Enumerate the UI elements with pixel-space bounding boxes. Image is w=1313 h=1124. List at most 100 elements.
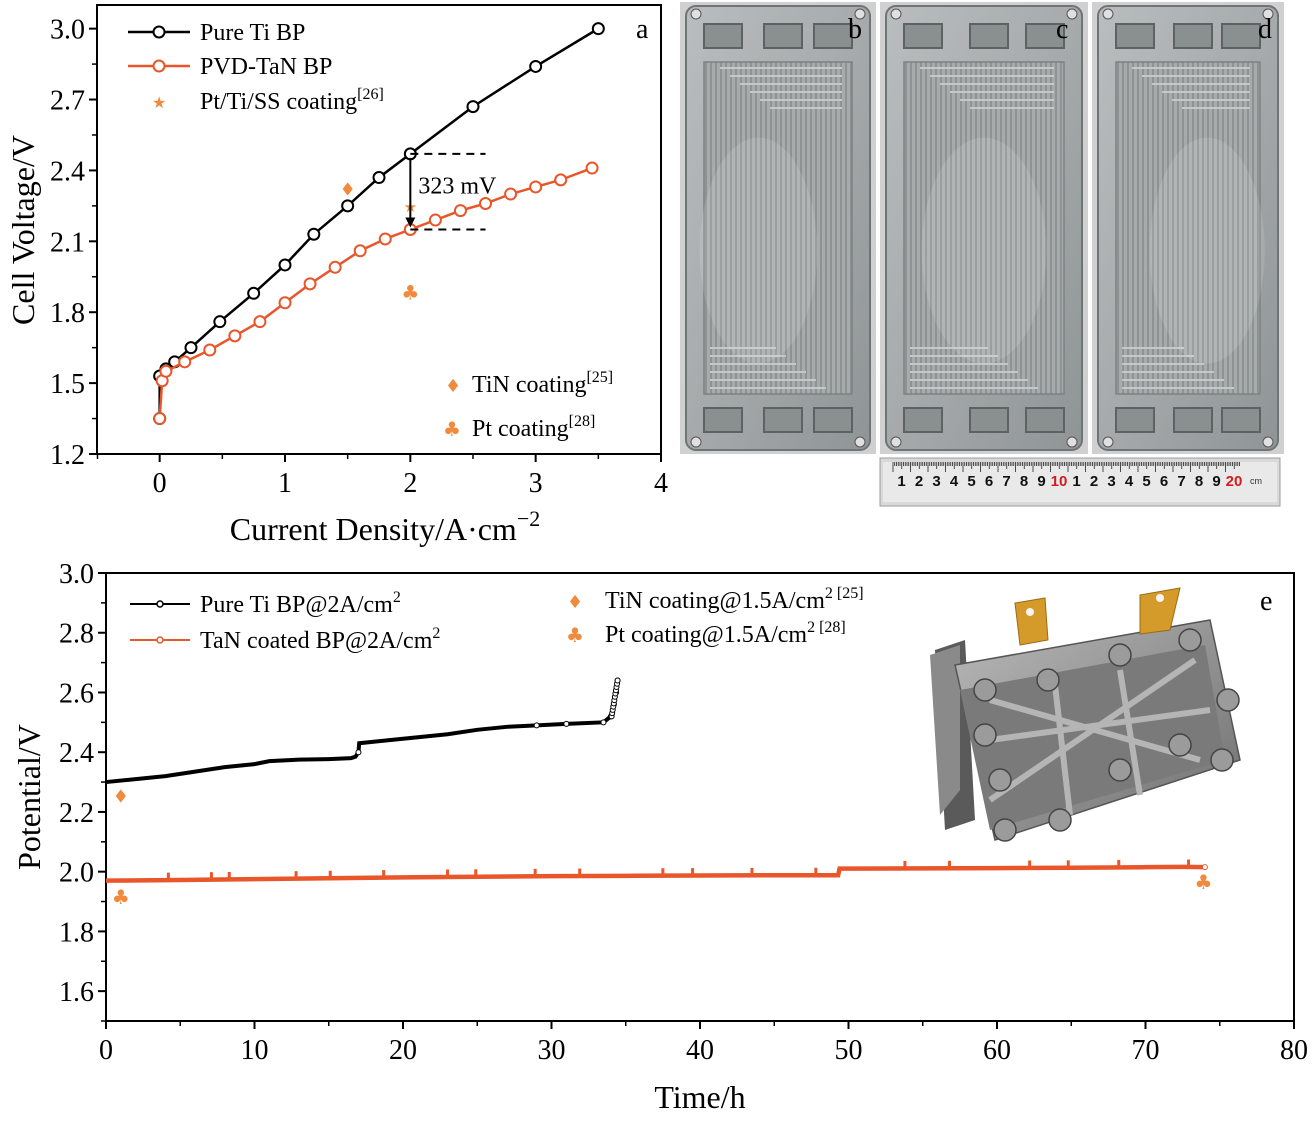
legend-e-pure-ti: Pure Ti BP@2A/cm2 bbox=[200, 589, 401, 618]
a-series-point-1 bbox=[353, 244, 367, 258]
bolt-icon bbox=[988, 768, 1012, 792]
legend-star-icon: ★ bbox=[152, 93, 166, 112]
a-series-point-0 bbox=[278, 258, 292, 272]
panel-e-ylabel: Potential/V bbox=[11, 724, 47, 870]
a-series-point-0 bbox=[213, 315, 227, 329]
bolt-icon bbox=[993, 818, 1017, 842]
panel-a-xlabel-sup: −2 bbox=[517, 506, 540, 531]
plate-sheen bbox=[699, 137, 818, 364]
plate-photo-b bbox=[680, 2, 876, 454]
plate-port bbox=[763, 407, 803, 433]
panel-e-axes: 0 10 20 30 40 50 60 70 80 1.6 1.8 2.0 2.2 2.4 2.6 2.8 3.… bbox=[59, 559, 1308, 1066]
plate-hole bbox=[1262, 8, 1274, 20]
a-series-point-1 bbox=[159, 364, 173, 378]
plate-port bbox=[703, 23, 743, 49]
ruler-number: 8 bbox=[1195, 473, 1203, 490]
ruler-number: 10 bbox=[1051, 473, 1068, 490]
ruler-number: 3 bbox=[932, 473, 940, 490]
ruler-number: 7 bbox=[1002, 473, 1010, 490]
plate-port bbox=[763, 23, 803, 49]
plate-port bbox=[1221, 23, 1261, 49]
e-series-point-0 bbox=[355, 749, 362, 756]
plate-port bbox=[813, 23, 853, 49]
panel-a-xlabel: Current Density/A·cm−2 bbox=[230, 506, 540, 547]
panel-e-legend: Pure Ti BP@2A/cm2 TaN coated BP@2A/cm2 ♦… bbox=[130, 585, 864, 654]
a-reference-point-2: ♣ bbox=[401, 280, 419, 304]
ruler-number: 5 bbox=[967, 473, 975, 490]
a-series-point-0 bbox=[307, 227, 321, 241]
a-series-point-0 bbox=[466, 100, 480, 114]
panel-a-frame bbox=[96, 4, 662, 455]
a-series-point-0 bbox=[372, 171, 386, 185]
a-series-point-0 bbox=[591, 22, 605, 36]
plate-hole bbox=[690, 8, 702, 20]
plate-hole bbox=[690, 436, 702, 448]
plate-photo-d bbox=[1092, 2, 1284, 454]
bolt-icon bbox=[1108, 758, 1132, 782]
a-series-point-0 bbox=[341, 199, 355, 213]
a-ytick-label: 3.0 bbox=[50, 15, 85, 46]
plate-port bbox=[813, 407, 853, 433]
a-series-point-1 bbox=[554, 173, 568, 187]
plate-hole bbox=[1262, 436, 1274, 448]
e-ytick-label: 1.6 bbox=[59, 977, 94, 1008]
bolt-icon bbox=[1210, 748, 1234, 772]
plate-port bbox=[969, 23, 1009, 49]
plate-flow-field bbox=[1115, 61, 1261, 395]
ruler-unit: cm bbox=[1250, 476, 1262, 486]
a-series-point-1 bbox=[203, 343, 217, 357]
plate-port bbox=[1173, 407, 1213, 433]
ruler-number: 6 bbox=[985, 473, 993, 490]
bolt-icon bbox=[1036, 668, 1060, 692]
a-series-point-1 bbox=[585, 161, 599, 175]
plate-sheen bbox=[921, 137, 1047, 364]
plate-hole bbox=[1066, 8, 1078, 20]
e-ytick-label: 2.6 bbox=[59, 678, 94, 709]
plate-hole bbox=[890, 8, 902, 20]
legend-diamond-icon: ♦ bbox=[445, 376, 461, 397]
plate-port bbox=[1173, 23, 1213, 49]
a-series-point-0 bbox=[247, 286, 261, 300]
bolt-icon bbox=[973, 678, 997, 702]
e-xtick-label: 70 bbox=[1132, 1035, 1160, 1066]
a-series-point-1 bbox=[153, 412, 167, 426]
e-xtick-label: 50 bbox=[835, 1035, 863, 1066]
e-series-line-0 bbox=[105, 680, 620, 785]
ruler-number: 6 bbox=[1160, 473, 1168, 490]
legend-e-diamond-icon: ♦ bbox=[567, 592, 583, 613]
panel-c-tag: c bbox=[1056, 14, 1068, 45]
a-xtick-label: 4 bbox=[654, 468, 668, 499]
a-ytick-label: 1.2 bbox=[50, 440, 85, 471]
plate-hole bbox=[1102, 436, 1114, 448]
panel-e-xlabel: Time/h bbox=[654, 1079, 745, 1115]
plate-hole bbox=[854, 436, 866, 448]
ruler-number: 8 bbox=[1020, 473, 1028, 490]
a-series-point-1 bbox=[479, 197, 493, 211]
plate-port bbox=[903, 23, 943, 49]
legend-tin: TiN coating[25] bbox=[472, 369, 613, 398]
a-ytick-label: 1.5 bbox=[50, 369, 85, 400]
ruler-number: 2 bbox=[1090, 473, 1098, 490]
e-xtick-label: 80 bbox=[1280, 1035, 1308, 1066]
annotation-arrow-head bbox=[405, 217, 416, 228]
panel-a-ylabel: Cell Voltage/V bbox=[5, 135, 41, 325]
ruler-number: 3 bbox=[1107, 473, 1115, 490]
e-ytick-label: 2.4 bbox=[59, 738, 94, 769]
e-ytick-label: 2.2 bbox=[59, 798, 94, 829]
ruler-number: 1 bbox=[897, 473, 905, 490]
a-ytick-label: 2.7 bbox=[50, 86, 85, 117]
e-series-point-1 bbox=[1201, 864, 1208, 871]
panel-e-durability-chart: 0 10 20 30 40 50 60 70 80 1.6 1.8 2.0 2.2 2.4 2.6 2.8 3.… bbox=[11, 559, 1308, 1115]
a-series-point-1 bbox=[378, 232, 392, 246]
legend-e-tan: TaN coated BP@2A/cm2 bbox=[200, 625, 440, 654]
ruler-number: 7 bbox=[1177, 473, 1185, 490]
bolt-icon bbox=[1168, 733, 1192, 757]
plate-hole bbox=[854, 8, 866, 20]
a-series-point-1 bbox=[428, 213, 442, 227]
panel-a-marks: ★ ♦ ♣ 323 mV bbox=[153, 22, 605, 426]
e-reference-point-0: ♦ bbox=[113, 787, 129, 808]
a-xtick-label: 2 bbox=[403, 468, 417, 499]
a-xtick-label: 3 bbox=[529, 468, 543, 499]
e-xtick-label: 60 bbox=[983, 1035, 1011, 1066]
